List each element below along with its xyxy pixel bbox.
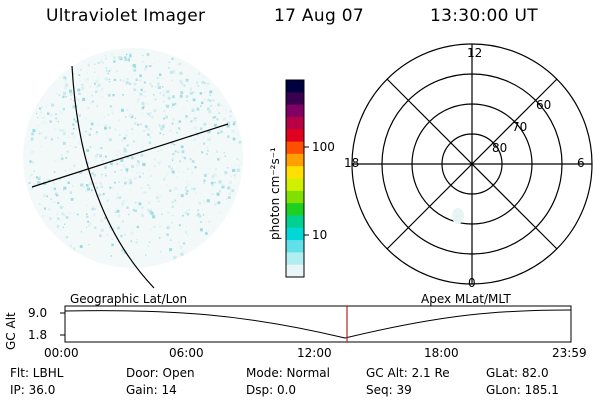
observation-time: 13:30:00 UT [430, 6, 538, 26]
colorbar [285, 79, 309, 278]
info-gain: Gain: 14 [126, 383, 177, 397]
polar-diagonal-2 [386, 78, 558, 250]
info-geographic-longitude: GLon: 185.1 [486, 383, 559, 397]
timeline-xtick-label-3: 18:00 [424, 346, 459, 360]
timeline-ytick-label-bottom: 1.8 [28, 328, 48, 342]
colorbar-tick-label-10: 10 [312, 228, 328, 242]
lat-label-60: 60 [536, 98, 552, 112]
polar-emission-patch [452, 208, 464, 224]
lat-label-80: 80 [492, 141, 508, 155]
colorbar-cell [286, 190, 304, 204]
info-dsp: Dsp: 0.0 [246, 383, 297, 397]
colorbar-cell [286, 215, 304, 229]
info-mode: Mode: Normal [246, 366, 330, 380]
colorbar-cell [286, 240, 304, 253]
timeline-frame [64, 305, 572, 343]
colorbar-cell [286, 264, 304, 278]
imager-disk [23, 48, 243, 289]
info-ip: IP: 36.0 [10, 383, 56, 397]
timeline-right-title: Apex MLat/MLT [421, 292, 511, 306]
lat-label-70: 70 [512, 120, 528, 134]
colorbar-tick-label-100: 100 [312, 140, 335, 154]
colorbar-cell [286, 129, 304, 143]
colorbar-frame [285, 79, 305, 278]
timeline-ytick-label-top: 9.0 [28, 306, 48, 320]
colorbar-cell [286, 80, 304, 93]
info-door: Door: Open [126, 366, 195, 380]
timeline-left-title: Geographic Lat/Lon [70, 292, 188, 306]
imager-speckle [28, 53, 242, 268]
polar-plot [351, 43, 593, 285]
info-sequence: Seq: 39 [366, 383, 412, 397]
timeline-xtick-label-0: 00:00 [44, 346, 79, 360]
colorbar-cell [286, 141, 304, 155]
timeline-plot [60, 305, 572, 343]
info-filter: Flt: LBHL [10, 366, 64, 380]
colorbar-cell [286, 116, 304, 130]
gc-altitude-curve [64, 309, 572, 339]
colorbar-cell [286, 178, 304, 192]
colorbar-gradient [286, 80, 304, 278]
colorbar-cell [286, 203, 304, 217]
timeline-xtick-label-1: 06:00 [169, 346, 204, 360]
geographic-latitude-line [31, 123, 229, 188]
colorbar-cell [286, 227, 304, 241]
colorbar-cell [286, 92, 304, 106]
timeline-xtick-label-4: 23:59 [552, 346, 587, 360]
mlt-label-midnight: 0 [468, 276, 476, 290]
mlt-label-dusk: 18 [344, 156, 360, 170]
observation-date: 17 Aug 07 [274, 6, 364, 26]
colorbar-cell [286, 252, 304, 266]
info-geographic-latitude: GLat: 82.0 [486, 366, 549, 380]
instrument-title: Ultraviolet Imager [46, 6, 206, 26]
info-gc-altitude: GC Alt: 2.1 Re [366, 366, 450, 380]
timeline-xtick-label-2: 12:00 [297, 346, 332, 360]
mlt-label-noon: 12 [467, 46, 483, 60]
colorbar-unit-label: photon cm⁻²s⁻¹ [268, 147, 282, 240]
colorbar-cell [286, 104, 304, 118]
timeline-y-axis-label: GC Alt [4, 312, 18, 350]
geographic-meridian-line [71, 65, 155, 289]
mlt-label-dawn: 6 [577, 156, 585, 170]
colorbar-cell [286, 166, 304, 180]
colorbar-cell [286, 153, 304, 167]
